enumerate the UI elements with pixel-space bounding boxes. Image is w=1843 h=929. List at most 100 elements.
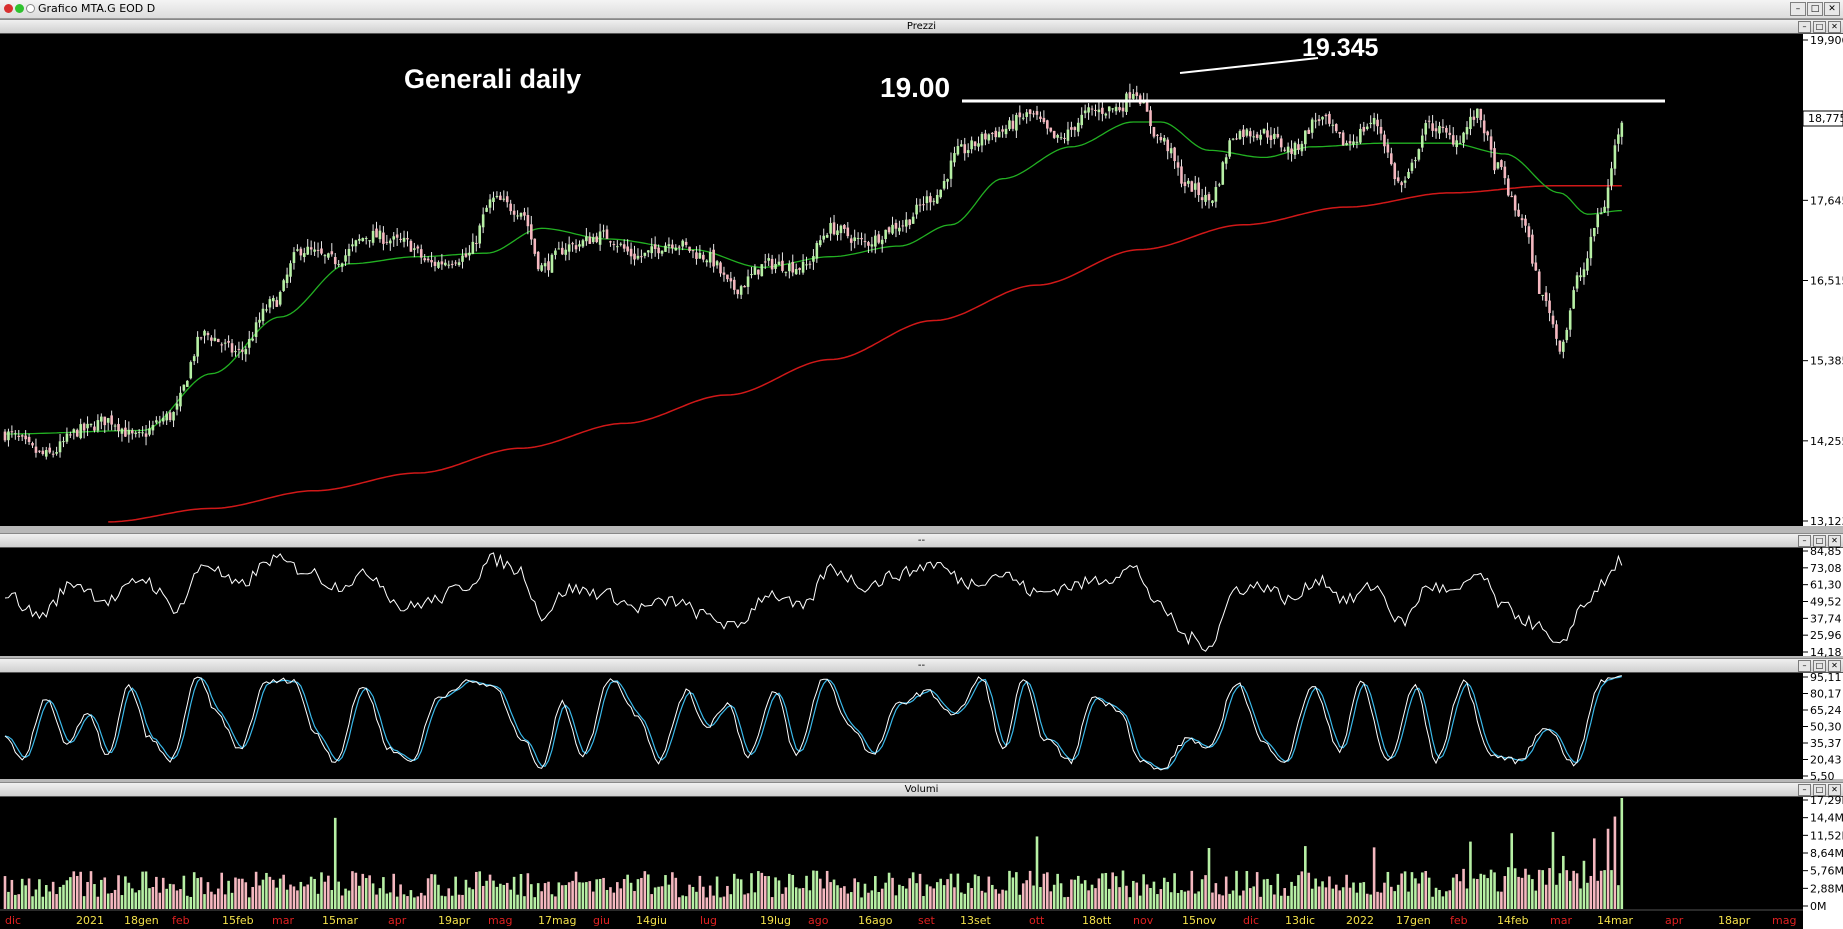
volume-bar: [17, 894, 21, 909]
pane-maximize-icon[interactable]: □: [1813, 535, 1826, 547]
volume-bar: [839, 887, 843, 909]
volume-bar: [533, 897, 537, 909]
candle-body: [247, 339, 251, 348]
candle-body: [956, 146, 960, 155]
candle-body: [244, 349, 248, 355]
rsi-axis[interactable]: [1803, 548, 1843, 656]
volume-bar: [1362, 882, 1366, 909]
candle-body: [75, 429, 79, 437]
pane-close-icon[interactable]: ✕: [1828, 535, 1841, 547]
volume-bar: [1166, 881, 1170, 909]
volume-bar: [946, 879, 949, 909]
candle-body: [743, 285, 746, 288]
pane-maximize-icon[interactable]: □: [1813, 660, 1826, 672]
pane-minimize-icon[interactable]: –: [1798, 784, 1811, 796]
volume-bar: [1417, 883, 1421, 909]
volume-axis[interactable]: [1803, 797, 1843, 910]
candle-body: [1059, 137, 1063, 139]
candle-body: [1372, 118, 1376, 125]
candle-body: [939, 189, 942, 198]
candle-body: [915, 204, 918, 215]
candle-body: [695, 252, 698, 259]
pane-minimize-icon[interactable]: –: [1798, 535, 1811, 547]
candle-body: [736, 289, 740, 295]
time-axis-label: mar: [1550, 914, 1572, 927]
maximize-button[interactable]: □: [1807, 2, 1823, 16]
volume-bar: [1489, 869, 1493, 909]
candle-body: [206, 332, 210, 336]
volume-bar: [750, 873, 753, 909]
volume-bar: [27, 878, 31, 909]
candle-body: [953, 153, 956, 163]
candle-body: [935, 194, 939, 204]
volume-bar: [216, 888, 220, 909]
candle-body: [585, 236, 588, 242]
time-axis-label: apr: [388, 914, 407, 927]
stoch-axis[interactable]: [1803, 673, 1843, 779]
candle-body: [1073, 127, 1077, 131]
candle-body: [1169, 148, 1173, 154]
volume-bar: [1018, 894, 1022, 909]
pane-minimize-icon[interactable]: –: [1798, 21, 1811, 33]
volume-bar: [44, 885, 48, 909]
window-icon-green[interactable]: [15, 4, 24, 13]
close-button[interactable]: ✕: [1824, 2, 1840, 16]
price-axis[interactable]: [1803, 34, 1843, 526]
peak-trendline: [1179, 57, 1319, 74]
volume-bar: [93, 884, 96, 909]
pane-close-icon[interactable]: ✕: [1828, 21, 1841, 33]
volume-bar: [547, 881, 550, 909]
volume-bar: [588, 881, 592, 909]
ma-short-line: [5, 121, 1622, 435]
candle-body: [911, 216, 915, 224]
candle-body: [512, 210, 516, 215]
volume-bar: [791, 874, 795, 909]
candle-body: [358, 238, 361, 241]
candle-body: [499, 195, 502, 200]
volume-bar: [51, 881, 55, 909]
candle-body: [230, 343, 234, 353]
volume-bar: [1200, 879, 1204, 909]
pane-minimize-icon[interactable]: –: [1798, 660, 1811, 672]
pane-maximize-icon[interactable]: □: [1813, 784, 1826, 796]
volume-bar: [450, 895, 454, 909]
minimize-button[interactable]: –: [1790, 2, 1806, 16]
volume-bar: [206, 882, 210, 909]
volume-bar: [1582, 860, 1586, 909]
candle-body: [1269, 135, 1273, 141]
volume-bar: [530, 884, 533, 909]
pane-close-icon[interactable]: ✕: [1828, 784, 1841, 796]
volume-bar: [581, 882, 585, 909]
candle-body: [402, 237, 406, 242]
pane-close-icon[interactable]: ✕: [1828, 660, 1841, 672]
volume-bar: [671, 872, 674, 909]
pane-maximize-icon[interactable]: □: [1813, 21, 1826, 33]
volume-axis-tick-label: 2,88M: [1810, 882, 1843, 895]
time-axis-label: 19apr: [438, 914, 471, 927]
pane-separator[interactable]: [0, 526, 1843, 533]
candle-body: [574, 245, 578, 250]
candle-body: [327, 253, 330, 258]
volume-bar: [161, 877, 165, 909]
candle-body: [1620, 122, 1624, 137]
time-axis-label: 17mag: [538, 914, 576, 927]
volume-bar: [1255, 872, 1259, 909]
candle-body: [1286, 146, 1290, 153]
window-icon-white[interactable]: [26, 4, 35, 13]
volume-bar: [55, 894, 58, 909]
volume-bar: [1300, 871, 1304, 909]
time-axis-label: dic: [5, 914, 21, 927]
candle-body: [454, 262, 457, 264]
window-icon-red[interactable]: [4, 4, 13, 13]
volume-bar: [636, 879, 640, 909]
volume-bar: [653, 887, 657, 909]
volume-bar: [227, 880, 230, 909]
volume-bar: [516, 894, 519, 909]
candle-body: [753, 267, 757, 275]
candle-body: [141, 432, 144, 434]
volume-bar: [612, 892, 616, 909]
volume-bar: [14, 894, 17, 909]
volume-bar: [1396, 884, 1400, 909]
volume-bar: [595, 879, 598, 909]
candle-body: [688, 246, 691, 252]
